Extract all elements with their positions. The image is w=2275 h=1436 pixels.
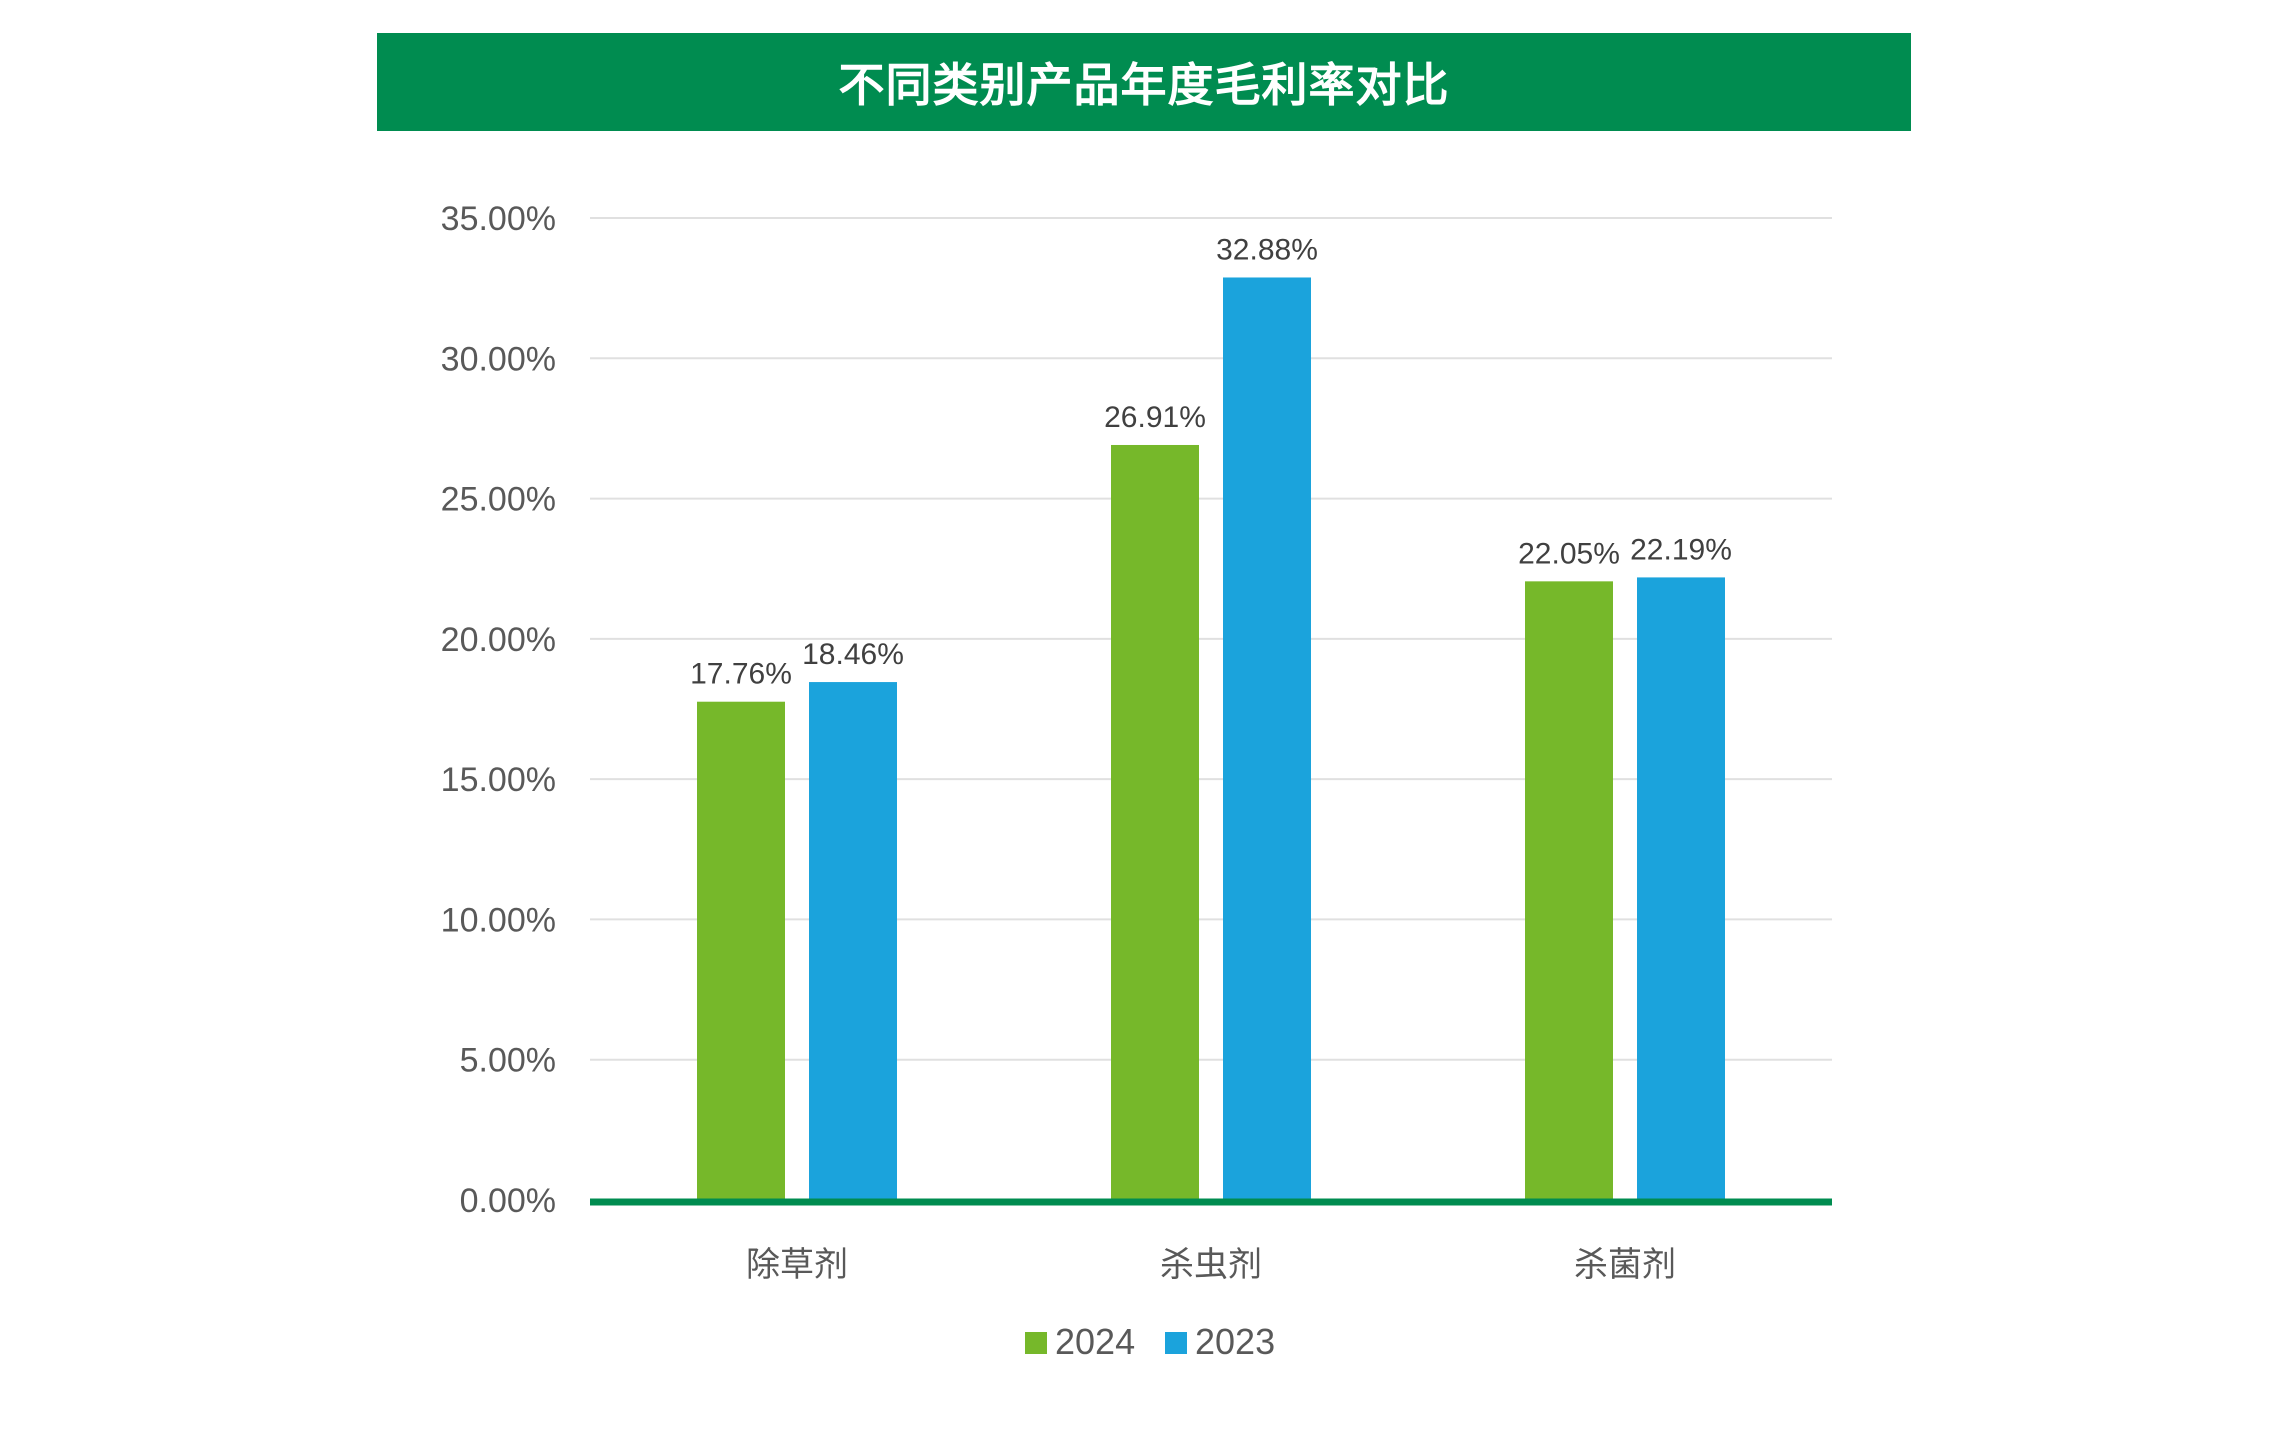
data-label: 22.05% bbox=[1518, 537, 1620, 570]
bar-2023-1 bbox=[809, 682, 897, 1200]
y-axis-ticks: 0.00% 5.00% 10.00% 15.00% 20.00% 25.00% 30.00%… bbox=[441, 200, 556, 1220]
bar-2023-3 bbox=[1637, 577, 1725, 1200]
bar-2023-2 bbox=[1223, 277, 1311, 1200]
data-label: 22.19% bbox=[1630, 533, 1732, 566]
data-label: 32.88% bbox=[1216, 233, 1318, 266]
legend-swatch-2024 bbox=[1025, 1332, 1047, 1354]
y-tick-label: 30.00% bbox=[441, 340, 556, 378]
bar-2024-3 bbox=[1525, 581, 1613, 1200]
data-labels: 17.76% 18.46% 26.91% 32.88% 22.05% 22.19% bbox=[690, 233, 1732, 690]
category-label: 杀虫剂 bbox=[1160, 1245, 1262, 1285]
y-tick-label: 5.00% bbox=[460, 1042, 556, 1080]
legend-label-2023: 2023 bbox=[1195, 1321, 1275, 1362]
title-banner: 不同类别产品年度毛利率对比 bbox=[377, 33, 1911, 131]
category-label: 除草剂 bbox=[746, 1245, 848, 1285]
chart-title: 不同类别产品年度毛利率对比 bbox=[838, 58, 1450, 112]
bar-2024-2 bbox=[1111, 444, 1199, 1200]
bar-2024-1 bbox=[697, 701, 785, 1200]
y-tick-label: 35.00% bbox=[441, 200, 556, 238]
gridlines bbox=[590, 217, 1832, 1061]
category-label: 杀菌剂 bbox=[1574, 1245, 1676, 1285]
y-tick-label: 25.00% bbox=[441, 481, 556, 519]
bars bbox=[697, 277, 1725, 1200]
x-axis-categories: 除草剂 杀虫剂 杀菌剂 bbox=[746, 1245, 1676, 1285]
y-tick-label: 10.00% bbox=[441, 901, 556, 939]
legend: 2024 2023 bbox=[1025, 1321, 1275, 1362]
y-tick-label: 15.00% bbox=[441, 761, 556, 799]
data-label: 17.76% bbox=[690, 658, 792, 691]
data-label: 26.91% bbox=[1104, 401, 1206, 434]
y-tick-label: 0.00% bbox=[460, 1182, 556, 1220]
legend-label-2024: 2024 bbox=[1055, 1321, 1135, 1362]
legend-swatch-2023 bbox=[1165, 1332, 1187, 1354]
data-label: 18.46% bbox=[802, 638, 904, 671]
y-tick-label: 20.00% bbox=[441, 621, 556, 659]
